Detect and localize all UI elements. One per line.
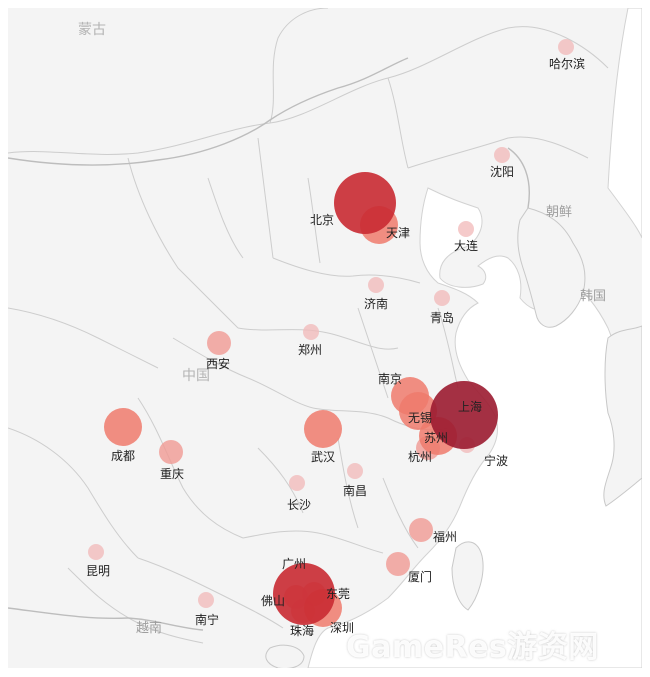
city-label-beijing: 北京 [310,213,334,227]
city-label-fuzhou: 福州 [433,529,457,544]
taiwan-island [451,541,484,611]
city-bubble-xian[interactable] [207,331,231,355]
city-label-harbin: 哈尔滨 [549,56,585,71]
city-label-nanning: 南宁 [195,612,219,627]
city-bubble-zhengzhou[interactable] [303,324,319,340]
country-borders [8,57,530,631]
city-label-xian: 西安 [206,356,230,371]
city-label-chengdu: 成都 [111,449,135,463]
city-label-shanghai: 上海 [458,399,482,414]
city-label-ningbo: 宁波 [484,453,508,468]
region-label-vietnam: 越南 [136,620,162,636]
city-bubble-kunming[interactable] [88,544,104,560]
city-label-tianjin: 天津 [386,226,410,240]
city-label-nanjing: 南京 [378,371,402,386]
city-labels: 哈尔滨沈阳北京天津大连济南青岛郑州西安南京无锡上海苏州宁波杭州成都重庆武汉长沙南… [86,56,585,638]
city-bubble-shanghai[interactable] [430,381,498,449]
city-label-shenzhen: 深圳 [330,621,354,635]
city-label-guangzhou: 广州 [282,557,306,571]
city-label-dalian: 大连 [454,238,478,253]
city-bubble-guangzhou[interactable] [273,563,335,625]
city-label-zhengzhou: 郑州 [298,342,322,357]
city-label-wuhan: 武汉 [311,450,335,464]
city-bubble-jinan[interactable] [368,277,384,293]
japan-islands [603,325,642,507]
city-label-wuxi: 无锡 [408,410,432,425]
city-label-nanchang: 南昌 [343,483,367,498]
city-bubble-dalian[interactable] [458,221,474,237]
city-bubble-harbin[interactable] [558,39,574,55]
city-bubble-xiamen[interactable] [386,552,410,576]
map-canvas[interactable]: 蒙古 中国 朝鲜 韩国 越南 哈尔滨沈阳北京天津大连济南青岛郑州西安南京无锡 上海… [8,8,642,668]
korean-peninsula [517,207,586,328]
city-bubble-nanchang[interactable] [347,463,363,479]
city-bubble-chongqing[interactable] [159,440,183,464]
city-label-qingdao: 青岛 [430,310,454,325]
city-bubble-fuzhou[interactable] [409,518,433,542]
city-label-kunming: 昆明 [86,564,110,578]
city-label-foshan: 佛山 [261,594,285,608]
region-label-north-korea: 朝鲜 [546,205,572,220]
hainan-island [265,644,305,668]
watermark-text: GameRes游资网 [346,630,599,665]
region-label-south-korea: 韩国 [580,289,606,304]
city-label-dongguan: 东莞 [326,587,350,601]
city-bubble-qingdao[interactable] [434,290,450,306]
city-bubble-changsha[interactable] [289,475,305,491]
city-bubble-chengdu[interactable] [104,408,142,446]
city-bubble-beijing[interactable] [334,172,396,234]
region-label-china: 中国 [182,368,210,384]
city-bubble-wuhan[interactable] [304,410,342,448]
city-label-changsha: 长沙 [287,498,311,512]
city-label-chongqing: 重庆 [160,467,184,481]
region-label-mongolia: 蒙古 [78,22,106,38]
city-bubbles [88,39,574,627]
city-bubble-nanning[interactable] [198,592,214,608]
city-label-jinan: 济南 [364,296,388,311]
province-borders [8,8,609,644]
city-bubble-shenyang[interactable] [494,147,510,163]
city-label-hangzhou: 杭州 [408,449,432,464]
city-label-suzhou: 苏州 [424,431,448,445]
city-label-zhuhai: 珠海 [290,623,314,638]
city-label-xiamen: 厦门 [408,569,432,584]
city-label-shenyang: 沈阳 [490,164,514,179]
